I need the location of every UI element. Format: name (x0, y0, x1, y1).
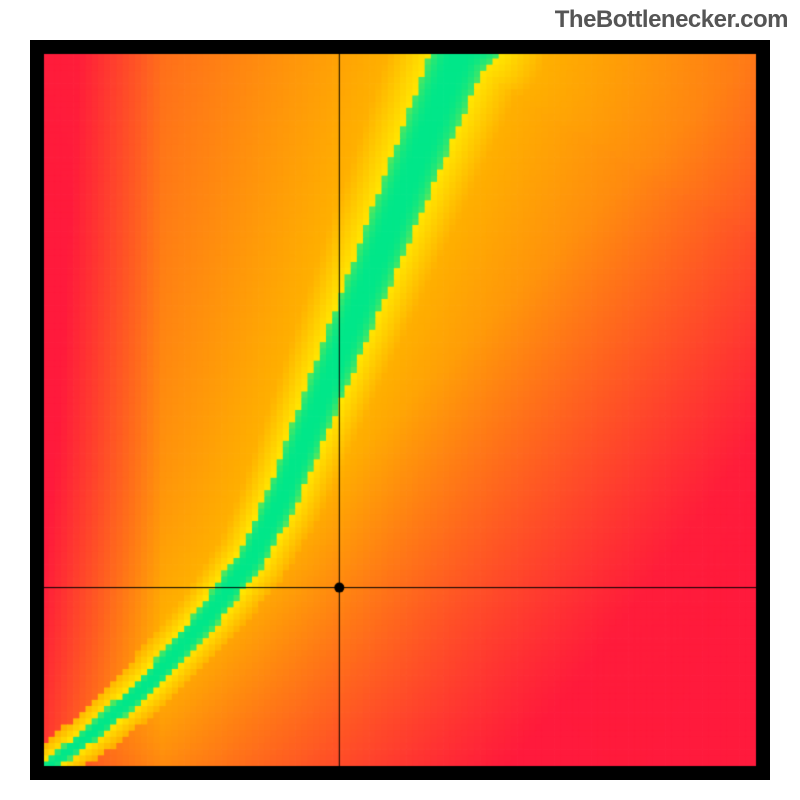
chart-container: TheBottlenecker.com (0, 0, 800, 800)
watermark-text: TheBottlenecker.com (555, 6, 788, 34)
heatmap-canvas (30, 40, 770, 780)
